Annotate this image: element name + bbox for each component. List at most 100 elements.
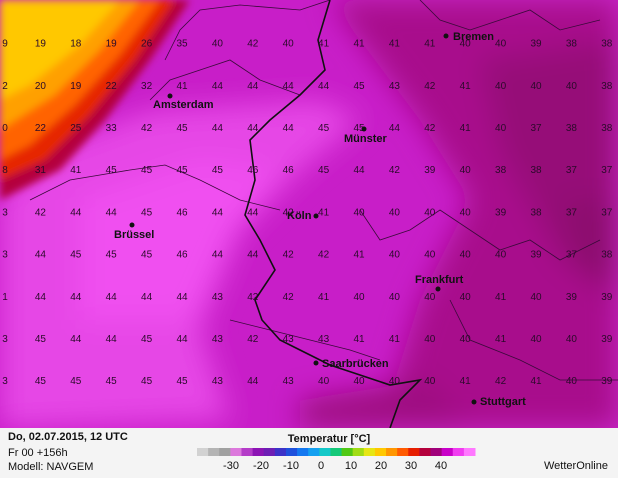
- color-swatch: [352, 448, 365, 456]
- run-label: Fr 00 +156h: [8, 447, 68, 459]
- grid-value: 41: [318, 207, 330, 218]
- grid-value: 40: [389, 250, 401, 261]
- legend-tick-label: 30: [405, 460, 417, 472]
- temperature-field: 9 19 18 19 26 35 40 42 40 41 41 41 41 40 40 39 38 382 20 19…: [0, 0, 618, 428]
- grid-value: 40: [283, 39, 295, 50]
- grid-value: 44: [106, 292, 118, 303]
- grid-value: 44: [212, 123, 224, 134]
- grid-value: 33: [106, 123, 118, 134]
- grid-value: 44: [212, 250, 224, 261]
- color-swatch: [386, 448, 398, 456]
- grid-value: 42: [35, 207, 47, 218]
- grid-value: 3: [2, 250, 8, 261]
- color-swatch: [208, 448, 220, 456]
- grid-value: 45: [353, 81, 365, 92]
- grid-value: 40: [495, 39, 507, 50]
- grid-value: 37: [601, 207, 613, 218]
- grid-value: 40: [212, 39, 224, 50]
- grid-value: 39: [601, 292, 613, 303]
- grid-value: 38: [566, 123, 578, 134]
- city-label: Amsterdam: [153, 99, 214, 111]
- color-swatch: [274, 448, 287, 456]
- grid-value: 43: [389, 81, 401, 92]
- legend-tick-label: 40: [435, 460, 447, 472]
- grid-value: 8: [2, 165, 8, 176]
- color-swatch: [452, 448, 465, 456]
- grid-value: 40: [424, 376, 436, 387]
- color-swatch: [197, 448, 209, 456]
- grid-value: 44: [247, 376, 259, 387]
- grid-value: 38: [601, 250, 613, 261]
- grid-value: 41: [353, 250, 365, 261]
- color-swatch: [330, 448, 343, 456]
- grid-value: 43: [212, 334, 224, 345]
- grid-value: 44: [176, 334, 188, 345]
- grid-value: 42: [318, 250, 330, 261]
- grid-value: 40: [460, 292, 472, 303]
- grid-value: 44: [212, 207, 224, 218]
- grid-value: 43: [283, 334, 295, 345]
- grid-value: 40: [353, 207, 365, 218]
- country-border: [244, 0, 423, 428]
- grid-value: 45: [106, 165, 118, 176]
- grid-value: 3: [2, 334, 8, 345]
- grid-value: 25: [70, 123, 82, 134]
- grid-value: 44: [283, 81, 295, 92]
- grid-value: 45: [141, 334, 153, 345]
- grid-value: 45: [318, 165, 330, 176]
- grid-value: 44: [212, 81, 224, 92]
- grid-value: 45: [141, 207, 153, 218]
- grid-value: 45: [141, 165, 153, 176]
- grid-value: 46: [283, 165, 295, 176]
- grid-value: 19: [106, 39, 118, 50]
- grid-value: 45: [35, 334, 47, 345]
- city-dot: [313, 213, 319, 219]
- grid-value: 40: [424, 334, 436, 345]
- grid-value: 42: [141, 123, 153, 134]
- grid-value: 44: [106, 334, 118, 345]
- city-dot: [313, 360, 319, 366]
- grid-value: 42: [283, 250, 295, 261]
- grid-value: 42: [424, 123, 436, 134]
- grid-value: 40: [353, 376, 365, 387]
- grid-value: 32: [141, 81, 153, 92]
- city-dot: [167, 93, 173, 99]
- grid-value: 43: [212, 376, 224, 387]
- grid-value: 40: [566, 376, 578, 387]
- grid-value: 45: [353, 123, 365, 134]
- grid-value: 40: [318, 376, 330, 387]
- city-label: Bremen: [453, 31, 494, 43]
- city-label: Stuttgart: [480, 396, 526, 408]
- grid-value: 45: [141, 376, 153, 387]
- grid-value: 40: [460, 39, 472, 50]
- color-swatch: [319, 448, 331, 456]
- grid-value: 41: [389, 334, 401, 345]
- grid-value: 45: [35, 376, 47, 387]
- grid-value: 41: [495, 292, 507, 303]
- grid-value: 40: [530, 81, 542, 92]
- grid-value: 40: [530, 334, 542, 345]
- grid-value: 44: [35, 250, 47, 261]
- grid-value: 44: [247, 207, 259, 218]
- grid-value: 45: [176, 376, 188, 387]
- grid-value: 3: [2, 207, 8, 218]
- grid-value: 22: [106, 81, 118, 92]
- city-label: Köln: [287, 210, 312, 222]
- grid-value: 42: [389, 165, 401, 176]
- grid-value: 40: [460, 250, 472, 261]
- color-swatch: [230, 448, 242, 456]
- city-dot: [361, 126, 367, 132]
- grid-value: 44: [283, 123, 295, 134]
- grid-value: 41: [530, 376, 542, 387]
- grid-value: 2: [2, 81, 8, 92]
- grid-value: 40: [389, 376, 401, 387]
- color-swatch: [341, 448, 354, 456]
- grid-value: 45: [70, 250, 82, 261]
- grid-value: 41: [460, 376, 472, 387]
- grid-value: 44: [70, 292, 82, 303]
- grid-value: 41: [70, 165, 82, 176]
- grid-value: 38: [601, 39, 613, 50]
- grid-value: 37: [566, 207, 578, 218]
- grid-value: 40: [424, 207, 436, 218]
- grid-value: 41: [318, 39, 330, 50]
